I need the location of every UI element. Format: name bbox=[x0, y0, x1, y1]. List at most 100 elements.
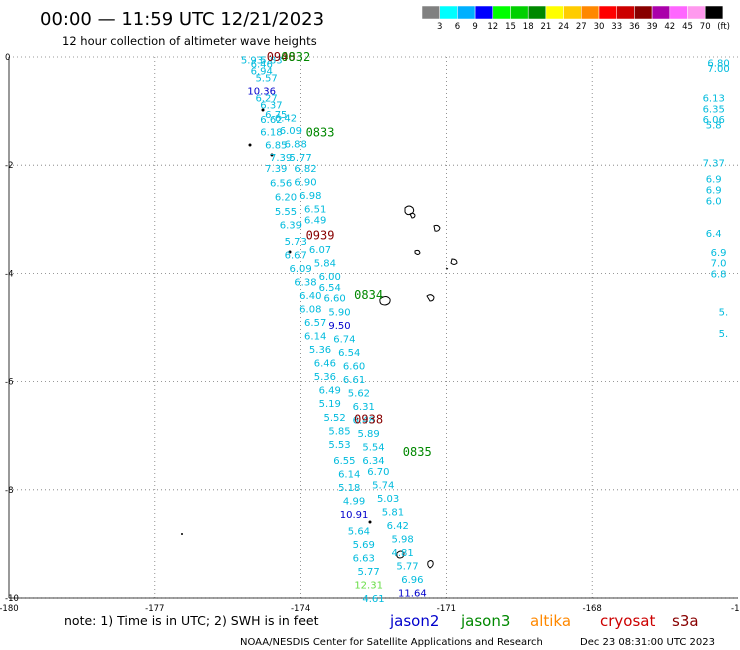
swh-value: 6.13 bbox=[703, 94, 725, 105]
legend-label: 30 bbox=[594, 22, 605, 32]
swh-value: 6.00 bbox=[319, 272, 341, 283]
y-tick-label: -6 bbox=[5, 378, 13, 388]
swh-value: 6.14 bbox=[304, 332, 326, 343]
legend-swatch bbox=[474, 5, 494, 20]
island bbox=[409, 212, 416, 219]
swh-value: 5.81 bbox=[382, 507, 404, 518]
swh-value: 6.56 bbox=[270, 179, 292, 190]
island bbox=[270, 153, 274, 157]
swh-value: 6.51 bbox=[304, 204, 326, 215]
swh-value: 7.00 bbox=[707, 64, 729, 75]
legend-swatch bbox=[545, 5, 564, 20]
legend-label: 39 bbox=[647, 22, 658, 32]
swh-value: 6.46 bbox=[251, 59, 273, 70]
legend-label: 21 bbox=[540, 22, 551, 32]
swh-value: 7.39 bbox=[265, 164, 287, 175]
swh-value: 6.62 bbox=[260, 115, 282, 126]
swh-value: 5.74 bbox=[372, 480, 394, 491]
x-tick-label: -16 bbox=[731, 604, 740, 614]
swh-value: 6.82 bbox=[294, 164, 316, 175]
island bbox=[261, 108, 265, 112]
swh-value: 6.75 bbox=[265, 110, 287, 121]
swh-value: 5.03 bbox=[377, 494, 399, 505]
swh-value: 5.84 bbox=[314, 259, 336, 270]
swh-value: 6.80 bbox=[707, 58, 729, 69]
legend-swatch bbox=[527, 5, 547, 20]
mission-label: jason3 bbox=[460, 612, 510, 630]
swh-value: 5.62 bbox=[348, 388, 370, 399]
legend-swatch bbox=[704, 5, 724, 20]
swh-value: 6.42 bbox=[275, 114, 297, 125]
swh-value: 5.98 bbox=[392, 534, 414, 545]
island bbox=[248, 143, 252, 147]
swh-value: 5.77 bbox=[358, 567, 380, 578]
swh-value: 5.64 bbox=[348, 526, 370, 537]
island bbox=[368, 520, 372, 524]
swh-value: 6.60 bbox=[323, 294, 345, 305]
legend-swatch bbox=[421, 5, 440, 20]
swh-value: 6.74 bbox=[333, 334, 355, 345]
swh-value: 6.98 bbox=[299, 191, 321, 202]
island bbox=[427, 560, 434, 569]
swh-value: 6.27 bbox=[255, 94, 277, 105]
swh-value: 5.90 bbox=[328, 307, 350, 318]
swh-value: 4.81 bbox=[392, 548, 414, 559]
island bbox=[288, 250, 292, 254]
islands bbox=[181, 108, 458, 569]
swh-value: 6.60 bbox=[343, 361, 365, 372]
legend-label: 70 bbox=[700, 22, 711, 32]
swh-value: 6.54 bbox=[338, 348, 360, 359]
swh-value: 6.46 bbox=[314, 359, 336, 370]
swh-value: 12.31 bbox=[354, 580, 383, 591]
swh-value: 5.73 bbox=[285, 237, 307, 248]
swh-value: 5.57 bbox=[255, 74, 277, 85]
swh-value: 6.49 bbox=[319, 386, 341, 397]
legend-label: 3 bbox=[437, 22, 442, 32]
island bbox=[433, 224, 441, 232]
swh-value: 5.8 bbox=[706, 121, 722, 132]
legend-label: 27 bbox=[576, 22, 587, 32]
swh-value: 6.42 bbox=[387, 521, 409, 532]
legend-swatch bbox=[687, 5, 706, 20]
y-tick-label: -8 bbox=[5, 486, 13, 496]
y-axis-ticks: 0 -2 -4 -6 -8 -10 bbox=[5, 53, 19, 604]
swh-value: 6.06 bbox=[703, 115, 725, 126]
swh-value: 5.69 bbox=[353, 540, 375, 551]
swh-value: 6.9 bbox=[706, 186, 722, 197]
x-axis-ticks: -180 -177 -174 -171 -168 -16 bbox=[0, 604, 740, 614]
island bbox=[396, 550, 405, 559]
legend-swatch bbox=[634, 5, 653, 20]
swh-value: 6.20 bbox=[275, 193, 297, 204]
swh-value: 9.50 bbox=[328, 321, 350, 332]
swh-value: 6.14 bbox=[338, 470, 360, 481]
legend-label: 24 bbox=[558, 22, 569, 32]
legend-label: 15 bbox=[505, 22, 516, 32]
mission-label: altika bbox=[530, 612, 571, 630]
x-tick-label: -174 bbox=[291, 604, 310, 614]
legend-swatch bbox=[439, 5, 458, 20]
swh-value: 6.61 bbox=[343, 375, 365, 386]
swh-value: 5.53 bbox=[328, 440, 350, 451]
swh-value: 5.89 bbox=[358, 429, 380, 440]
swh-value: 5.54 bbox=[362, 443, 384, 454]
swh-value: 7.37 bbox=[703, 158, 725, 169]
swh-value: 6.39 bbox=[280, 221, 302, 232]
island bbox=[445, 267, 449, 270]
swh-value: 6.94 bbox=[251, 67, 273, 78]
y-tick-label: -2 bbox=[5, 161, 13, 171]
plot-frame bbox=[8, 57, 738, 599]
swh-value: 6.49 bbox=[304, 215, 326, 226]
mission-label: cryosat bbox=[600, 612, 655, 630]
legend-label: 33 bbox=[611, 22, 622, 32]
swh-value: 5.83 bbox=[260, 56, 282, 67]
swh-value: 6.08 bbox=[299, 305, 321, 316]
swh-value: 6.40 bbox=[299, 291, 321, 302]
legend-label: 36 bbox=[629, 22, 640, 32]
pass-time-label: 0939 bbox=[306, 229, 335, 243]
credit-line: NOAA/NESDIS Center for Satellite Applica… bbox=[240, 637, 543, 648]
swh-value: 5.77 bbox=[396, 562, 418, 573]
legend-swatch bbox=[563, 5, 582, 20]
swh-value: 6.37 bbox=[260, 101, 282, 112]
x-tick-label: -177 bbox=[145, 604, 164, 614]
